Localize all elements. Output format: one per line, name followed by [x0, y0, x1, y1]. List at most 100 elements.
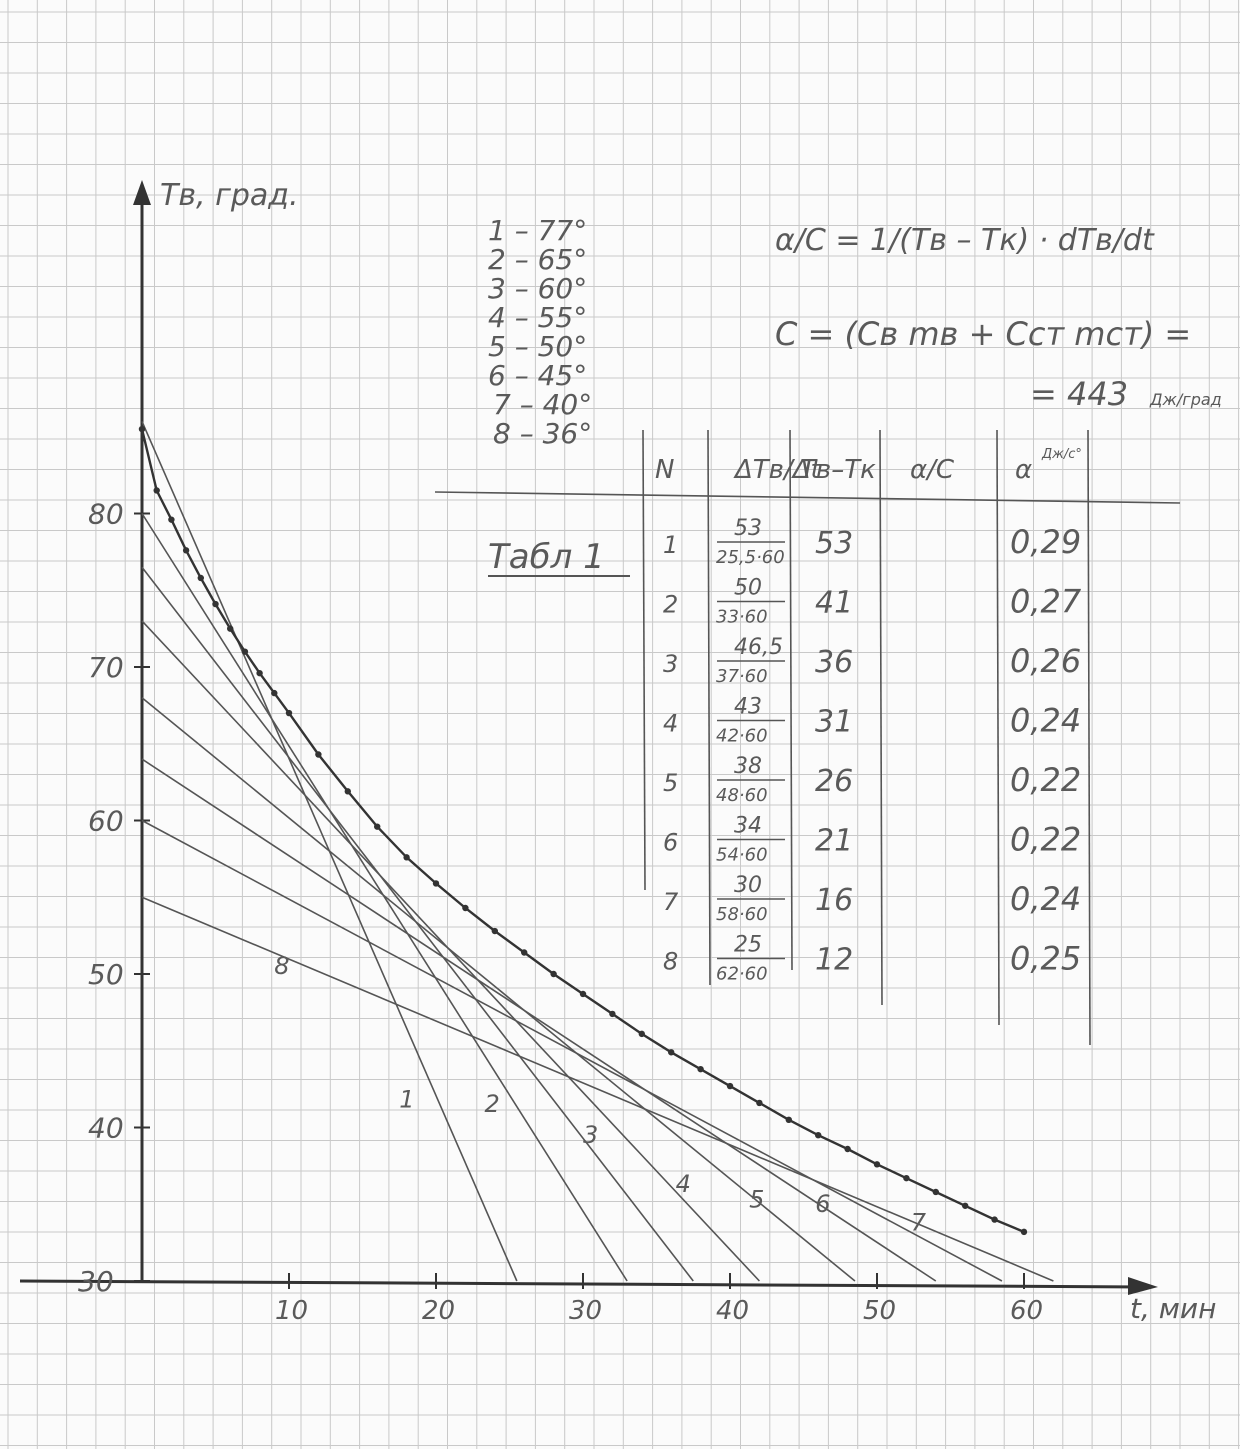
data-point	[432, 880, 440, 887]
tangent-label: 6	[815, 1190, 830, 1218]
data-point	[991, 1216, 998, 1223]
temperature-list-item: 2 – 65°	[488, 243, 587, 276]
row-alpha: 0,27	[1010, 583, 1082, 621]
tangent-line	[141, 896, 1054, 1282]
tangent-label: 8	[274, 952, 289, 980]
data-point	[873, 1161, 881, 1168]
y-axis-label: Tв, град.	[160, 178, 299, 213]
tangent-label: 7	[911, 1208, 927, 1236]
alpha-unit: Дж/с°	[1041, 447, 1082, 462]
y-tick-label: 60	[88, 805, 124, 838]
row-delta-temp: 34	[734, 814, 762, 839]
table-row: 6 34 54·60 21 0,22	[663, 814, 1081, 866]
temperature-list-item: 8 – 36°	[493, 417, 592, 450]
table-row: 5 38 48·60 26 0,22	[663, 754, 1081, 806]
data-point	[403, 854, 410, 861]
row-number: 5	[663, 769, 678, 797]
row-delta-time: 58·60	[716, 904, 768, 925]
data-point	[962, 1202, 969, 1209]
data-point	[668, 1049, 675, 1056]
cooling-curve-line	[140, 428, 1025, 1234]
formula-alpha-over-c: α/C = 1/(Tв – Tк) · dTв/dt	[775, 223, 1155, 258]
data-point	[726, 1082, 734, 1090]
temperature-list: 1 – 77°2 – 65°3 – 60°4 – 55°5 – 50°6 – 4…	[488, 214, 592, 450]
x-tick-label: 10	[275, 1296, 308, 1326]
table-header-cell: N	[655, 455, 674, 485]
row-alpha: 0,26	[1010, 642, 1081, 680]
row-temp-difference: 41	[815, 586, 853, 621]
temperature-list-item: 5 – 50°	[488, 330, 587, 363]
row-temp-difference: 12	[815, 943, 853, 978]
temperature-list-item: 7 – 40°	[493, 388, 592, 421]
x-tick-label: 20	[422, 1296, 455, 1326]
table-row: 1 53 25,5·60 53 0,29	[663, 516, 1081, 568]
row-number: 6	[663, 829, 678, 857]
table-row: 2 50 33·60 41 0,27	[663, 576, 1082, 628]
row-delta-time: 33·60	[716, 607, 768, 628]
x-tick-label: 50	[863, 1296, 896, 1326]
row-number: 8	[663, 948, 678, 976]
row-temp-difference: 36	[815, 645, 853, 680]
data-point	[315, 751, 322, 758]
temperature-list-item: 6 – 45°	[488, 359, 587, 392]
table-header-cell: α/C	[910, 455, 955, 485]
data-point	[168, 516, 175, 523]
table-header-cell: ΔTв/Δt	[733, 455, 822, 485]
table-row: 7 30 58·60 16 0,24	[663, 873, 1081, 925]
y-tick-label: 50	[88, 958, 124, 991]
data-point	[138, 425, 146, 433]
row-alpha: 0,24	[1010, 702, 1081, 740]
row-delta-temp: 43	[734, 695, 762, 720]
table-row: 8 25 62·60 12 0,25	[663, 933, 1081, 985]
data-point	[903, 1174, 910, 1182]
row-delta-temp: 38	[734, 754, 762, 779]
table-row: 3 46,5 37·60 36 0,26	[663, 635, 1081, 687]
formula-heat-capacity: C = (Cв mв + Cст mст) =	[775, 315, 1191, 353]
row-temp-difference: 16	[815, 883, 853, 918]
table-body: 1 53 25,5·60 53 0,29 2 50 33·60 41 0,27 3 46,5 37·60…	[663, 516, 1082, 985]
data-point	[197, 574, 204, 582]
table-row: 4 43 42·60 31 0,24	[663, 695, 1081, 747]
row-delta-temp: 25	[734, 933, 762, 958]
tangent-line	[141, 819, 1003, 1282]
row-delta-time: 48·60	[716, 785, 768, 806]
data-point	[579, 990, 587, 998]
tangent-line	[141, 513, 628, 1282]
data-point	[227, 625, 234, 632]
row-number: 7	[663, 888, 679, 916]
y-tick-label: 70	[88, 651, 124, 684]
y-tick-label: 30	[78, 1265, 114, 1298]
x-axis-label: t, мин	[1130, 1292, 1216, 1325]
data-point	[256, 669, 263, 677]
row-temp-difference: 26	[815, 764, 853, 799]
row-alpha: 0,24	[1010, 880, 1081, 918]
formula-block: α/C = 1/(Tв – Tк) · dTв/dt C = (Cв mв + …	[775, 223, 1222, 413]
tangent-label: 2	[485, 1090, 500, 1118]
tangent-label: 3	[583, 1121, 598, 1149]
tangent-label: 1	[399, 1086, 414, 1114]
table-caption: Табл 1	[488, 537, 605, 577]
data-point	[932, 1188, 939, 1196]
row-delta-time: 42·60	[716, 726, 768, 747]
data-point	[344, 788, 351, 795]
data-point	[550, 970, 557, 978]
tangent-label: 4	[676, 1170, 691, 1198]
y-tick-label: 40	[88, 1112, 124, 1145]
y-axis-arrow	[133, 180, 151, 205]
row-number: 3	[663, 650, 678, 678]
cooling-curve	[138, 425, 1028, 1236]
row-delta-temp: 30	[734, 873, 762, 898]
tangent-label: 5	[749, 1185, 764, 1213]
row-number: 4	[663, 710, 678, 738]
y-tick-label: 80	[88, 498, 124, 531]
data-point	[521, 949, 528, 956]
row-delta-time: 54·60	[716, 845, 768, 866]
x-tick-label: 30	[569, 1296, 602, 1326]
x-axis-arrow	[1128, 1277, 1158, 1295]
data-point	[212, 600, 219, 608]
data-point	[815, 1131, 822, 1139]
